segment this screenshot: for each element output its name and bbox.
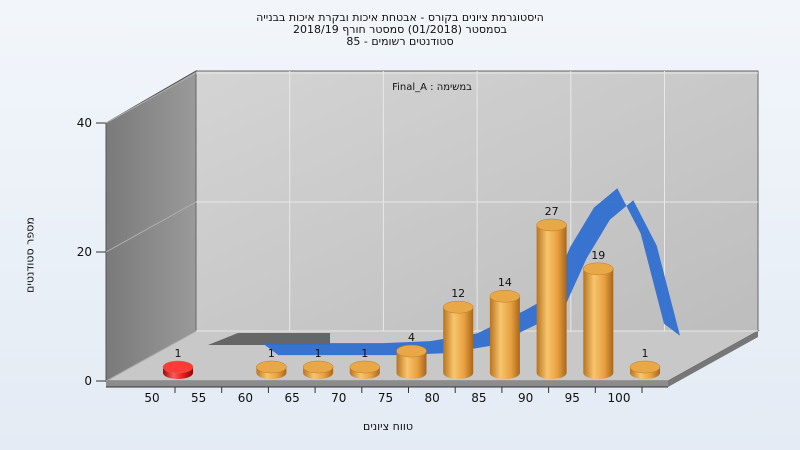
bar-label: 1 (175, 347, 182, 360)
bar-body (396, 351, 427, 379)
y-tick-label: 20 (77, 245, 92, 259)
x-tick-label: 95 (565, 391, 580, 405)
bar-label: 14 (498, 276, 512, 289)
bar-top (349, 360, 381, 374)
bar-body (536, 224, 567, 379)
x-tick-label: 70 (331, 391, 346, 405)
floor-side-edge (668, 331, 758, 387)
left-wall (105, 70, 197, 382)
bar-top (583, 262, 614, 276)
bar-top (396, 344, 427, 358)
distribution-curve (208, 188, 680, 356)
gridline-y-side (105, 330, 197, 382)
gridline-y-side (105, 72, 197, 124)
bar: 12 (442, 287, 474, 379)
chart-subtitle: בסמסטר (01/2018) סמסטר חורף 2018/19 (293, 23, 507, 36)
x-tick-label: 60 (238, 391, 253, 405)
bar-body (489, 296, 520, 379)
y-axis-label: מספר סטודנטים (23, 217, 37, 293)
bar-label: 1 (361, 347, 368, 360)
curve-shadow (208, 333, 330, 345)
floor (104, 330, 760, 382)
bar-label: 12 (451, 287, 465, 300)
bar-label: 1 (268, 347, 275, 360)
bar: 14 (489, 276, 521, 379)
chart-title: היסטוגרמת ציונים בקורס - אבטחת איכות ובק… (256, 11, 544, 24)
bar: 1 (162, 347, 194, 379)
chart-annotation: Final_A : במשימה (392, 82, 472, 93)
bar-top (442, 300, 474, 314)
bar-body (583, 268, 614, 379)
x-tick-label: 100 (608, 391, 631, 405)
bar-top (302, 360, 334, 374)
x-tick-label: 55 (191, 391, 206, 405)
bar-body (443, 307, 474, 379)
bar: 1 (302, 347, 334, 379)
gridline-y-side (105, 201, 197, 253)
bar: 19 (583, 249, 614, 379)
bar-top (629, 360, 661, 374)
x-tick-label: 85 (471, 391, 486, 405)
bar-label: 27 (545, 205, 559, 218)
bar: 4 (396, 331, 427, 379)
bar-label: 1 (642, 347, 649, 360)
x-tick-label: 65 (284, 391, 299, 405)
x-tick-label: 75 (378, 391, 393, 405)
chart-enrollment: סטודנטים רשומים - 85 (346, 35, 454, 48)
bar-label: 19 (591, 249, 605, 262)
bar: 1 (256, 347, 287, 379)
y-tick-label: 40 (77, 116, 92, 130)
x-axis: 50 55 60 65 70 75 80 85 90 95 100 (106, 386, 668, 405)
x-tick-label: 50 (144, 391, 159, 405)
x-tick-label: 90 (518, 391, 533, 405)
bar-top (536, 218, 567, 232)
bar: 1 (349, 347, 381, 379)
bar-label: 4 (408, 331, 415, 344)
bar-top (489, 289, 521, 303)
y-axis: 0 20 40 (77, 116, 106, 388)
floor-edge (106, 381, 668, 387)
bar: 27 (536, 205, 567, 379)
y-tick-label: 0 (84, 374, 92, 388)
x-axis-label: טווח ציונים (363, 420, 413, 433)
bar-label: 1 (315, 347, 322, 360)
bar: 1 (629, 347, 661, 379)
x-tick-label: 80 (425, 391, 440, 405)
bar-top (256, 360, 287, 374)
bar-top (162, 360, 194, 374)
